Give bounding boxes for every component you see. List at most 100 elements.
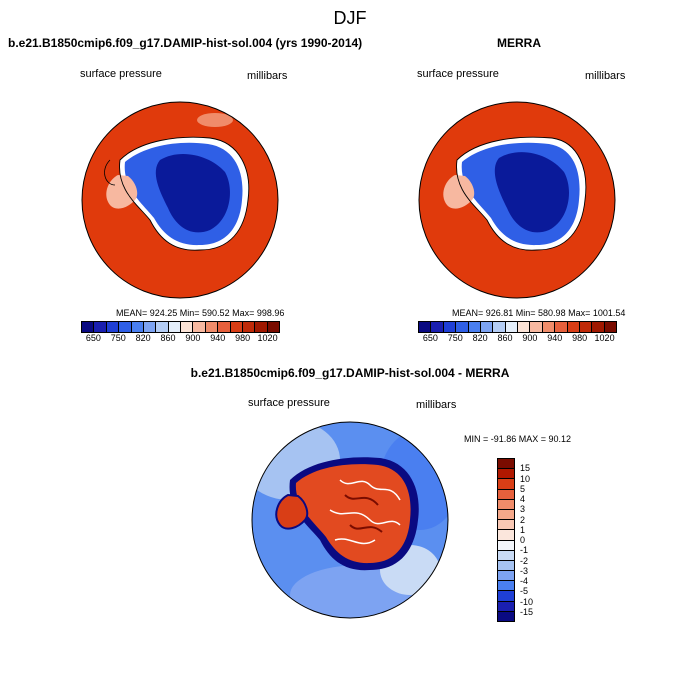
colorbar-swatch	[82, 322, 95, 332]
colorbar-swatch	[443, 322, 457, 332]
colorbar-tick-label: 5	[520, 483, 526, 494]
panel-3-variable-label: surface pressure	[248, 397, 330, 409]
colorbar-tick-label: 15	[520, 463, 531, 474]
colorbar-swatch	[498, 550, 514, 561]
panel-2-colorbar: 650 750 820 860 900 940 980 1020	[418, 321, 617, 343]
panel-3-colorbar	[497, 458, 515, 622]
panel-3-units-label: millibars	[416, 399, 457, 411]
colorbar-tick-label: 820	[135, 333, 151, 343]
colorbar-swatch	[431, 322, 444, 332]
colorbar-swatch	[498, 489, 514, 500]
peninsula	[443, 175, 475, 209]
colorbar-tick-label: 820	[472, 333, 488, 343]
colorbar-swatch	[592, 322, 605, 332]
colorbar-swatches	[81, 321, 280, 333]
colorbar-swatch	[493, 322, 506, 332]
colorbar-swatch	[456, 322, 469, 332]
colorbar-swatch	[106, 322, 120, 332]
colorbar-swatch	[542, 322, 556, 332]
colorbar-tick-label: -5	[520, 586, 529, 597]
colorbar-tick-label: 750	[447, 333, 463, 343]
peninsula	[106, 175, 138, 209]
colorbar-swatch	[498, 520, 514, 531]
colorbar-tick-label: 3	[520, 504, 526, 515]
colorbar-swatch	[242, 322, 256, 332]
colorbar-swatch	[498, 571, 514, 582]
panel-1-colorbar: 650 750 820 860 900 940 980 1020	[81, 321, 280, 343]
colorbar-tick-label: 650	[85, 333, 101, 343]
colorbar-swatch	[498, 499, 514, 510]
panel-3-stats: MIN = -91.86 MAX = 90.12	[464, 434, 572, 444]
colorbar-swatch	[567, 322, 580, 332]
panel-2-stats: MEAN= 926.81 Min= 580.98 Max= 1001.54	[452, 308, 626, 318]
map-border	[418, 101, 616, 299]
colorbar-tick-label: 860	[160, 333, 176, 343]
colorbar-labels: 650 750 820 860 900 940 980 1020	[418, 333, 617, 343]
colorbar-tick-label: 940	[547, 333, 563, 343]
colorbar-labels: 15 10 5 4 3 2 1 0 -1 -2 -3 -4 -5 -10 -15	[520, 458, 560, 622]
panel-2-map	[418, 101, 616, 299]
peninsula	[275, 493, 309, 530]
colorbar-swatch	[498, 611, 514, 621]
page-title: DJF	[333, 8, 367, 28]
colorbar-swatches	[497, 458, 515, 622]
colorbar-tick-label: 0	[520, 535, 526, 545]
colorbar-swatch	[94, 322, 107, 332]
colorbar-swatch	[255, 322, 268, 332]
colorbar-tick-label: 860	[497, 333, 513, 343]
colorbar-swatch	[498, 459, 514, 470]
map-border	[81, 101, 279, 299]
colorbar-tick-label: -10	[520, 596, 534, 607]
colorbar-labels: 650 750 820 860 900 940 980 1020	[81, 333, 280, 343]
colorbar-swatch	[530, 322, 543, 332]
colorbar-swatch	[143, 322, 157, 332]
antarctica-diff-texture	[344, 494, 383, 533]
antarctica-plateau	[494, 152, 569, 233]
colorbar-tick-label: -2	[520, 555, 529, 566]
colorbar-tick-label: 940	[210, 333, 226, 343]
colorbar-tick-label: 900	[522, 333, 538, 343]
panel-1-variable-label: surface pressure	[80, 68, 162, 80]
panel-3-title: b.e21.B1850cmip6.f09_g17.DAMIP-hist-sol.…	[190, 366, 510, 380]
colorbar-swatch	[498, 479, 514, 490]
colorbar-swatch	[498, 540, 514, 551]
colorbar-swatch	[498, 469, 514, 480]
colorbar-swatch	[498, 601, 514, 612]
colorbar-swatch	[168, 322, 181, 332]
colorbar-swatch	[230, 322, 243, 332]
antarctica-diff-texture	[329, 479, 401, 545]
antarctica-plateau	[155, 153, 230, 233]
panel-2-title: MERRA	[497, 36, 541, 50]
coastline	[104, 159, 116, 186]
colorbar-tick-label: -15	[520, 606, 534, 617]
colorbar-tick-label: 4	[520, 494, 526, 504]
colorbar-swatch	[205, 322, 219, 332]
colorbar-swatch	[119, 322, 132, 332]
colorbar-tick-label: 900	[185, 333, 201, 343]
colorbar-swatch	[505, 322, 518, 332]
colorbar-swatch	[579, 322, 593, 332]
colorbar-swatch	[181, 322, 194, 332]
colorbar-tick-label: 980	[572, 333, 588, 343]
colorbar-swatch	[498, 560, 514, 572]
panel-1-title: b.e21.B1850cmip6.f09_g17.DAMIP-hist-sol.…	[8, 36, 363, 50]
panel-1-units-label: millibars	[247, 70, 288, 82]
panel-1-map	[81, 101, 279, 299]
colorbar-tick-label: 650	[422, 333, 438, 343]
colorbar-swatch	[555, 322, 568, 332]
colorbar-tick-label: -1	[520, 545, 529, 556]
colorbar-swatch	[468, 322, 481, 332]
coastline	[456, 136, 587, 251]
colorbar-swatch	[218, 322, 231, 332]
coastline	[119, 136, 250, 251]
panel-2-units-label: millibars	[585, 70, 626, 82]
colorbar-tick-label: 1020	[594, 333, 615, 343]
colorbar-tick-label: 1	[520, 524, 526, 535]
colorbar-swatch	[131, 322, 144, 332]
colorbar-tick-label: 10	[520, 473, 531, 484]
ocean-patch	[197, 113, 233, 127]
panel-1-stats: MEAN= 924.25 Min= 590.52 Max= 998.96	[116, 308, 285, 318]
colorbar-swatch	[604, 322, 616, 332]
colorbar-tick-label: 980	[235, 333, 251, 343]
colorbar-tick-label: 750	[110, 333, 126, 343]
